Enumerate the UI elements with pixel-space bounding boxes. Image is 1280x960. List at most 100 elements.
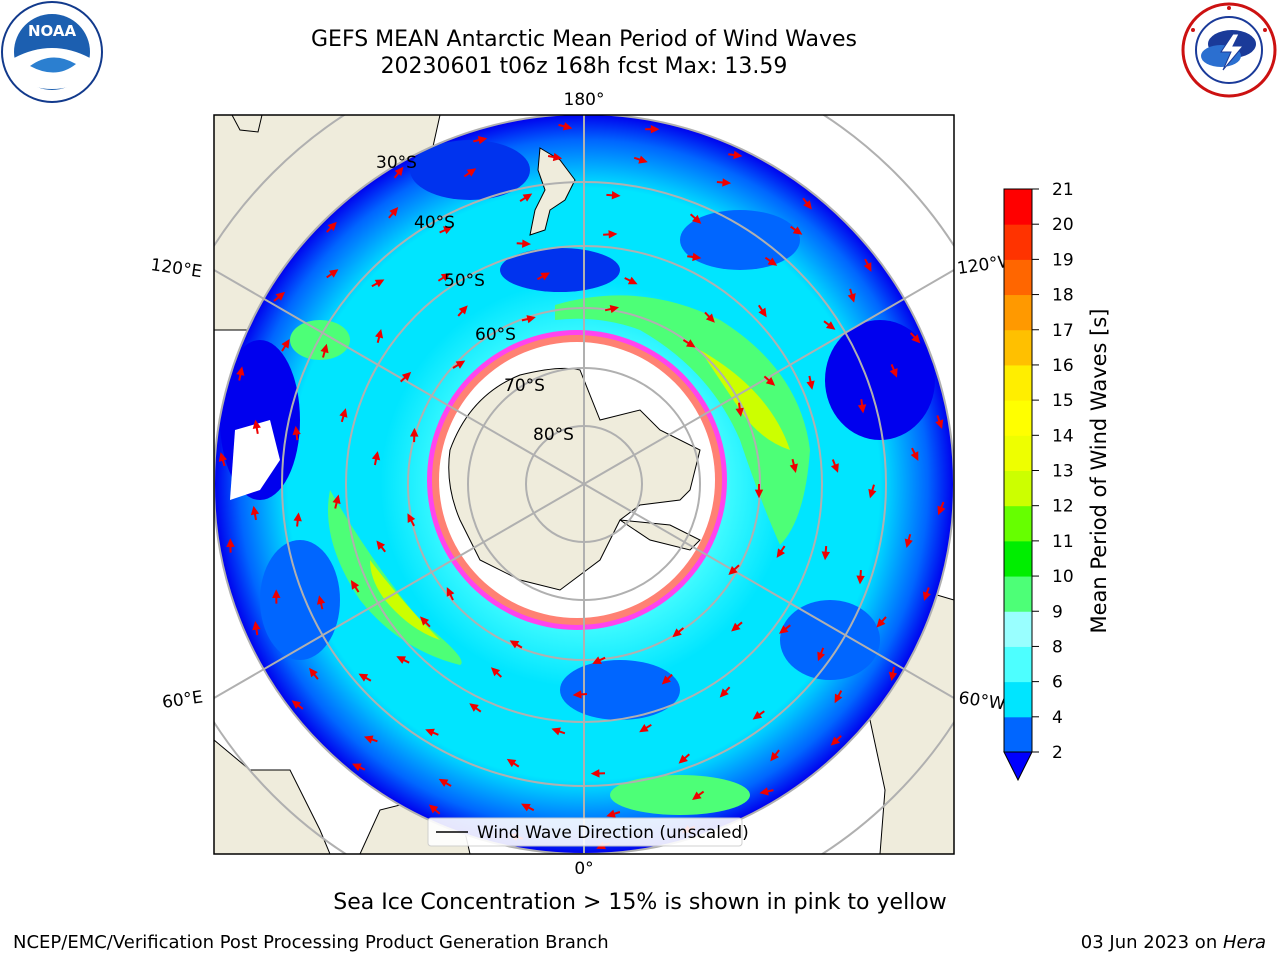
colorbar-tick-label: 11 — [1052, 532, 1074, 552]
colorbar-tick-label: 14 — [1052, 426, 1074, 446]
wind-wave-arrowhead — [438, 778, 449, 787]
wind-wave-arrowhead — [409, 427, 419, 437]
wind-wave-arrows — [218, 122, 946, 850]
wind-wave-arrowhead — [327, 221, 337, 232]
wind-wave-arrowhead — [293, 512, 302, 522]
wind-wave-arrowhead — [562, 122, 573, 131]
wind-wave-arrowhead — [572, 690, 582, 699]
wind-wave-arrowhead — [316, 595, 326, 605]
wind-wave-arrowhead — [477, 136, 488, 145]
legend-label: Wind Wave Direction (unscaled) — [477, 823, 749, 843]
wind-wave-arrowhead — [252, 419, 261, 429]
wind-wave-arrowhead — [889, 368, 898, 378]
wind-wave-arrowhead — [719, 688, 729, 698]
colorbar-title: Mean Period of Wind Waves [s] — [1087, 309, 1111, 634]
wind-wave-arrowhead — [735, 407, 744, 417]
wind-wave-arrowhead — [868, 488, 877, 499]
wind-wave-arrowhead — [691, 214, 702, 224]
colorbar-tick-label: 9 — [1052, 602, 1063, 622]
wind-wave-arrowhead — [692, 791, 702, 801]
wind-wave-arrowhead — [686, 339, 696, 348]
wind-wave-arrowhead — [407, 513, 416, 523]
lat-label-60s: 60°S — [475, 325, 516, 345]
wind-wave-arrowhead — [281, 338, 290, 349]
wind-wave-arrowhead — [856, 575, 865, 585]
colorbar-tick-label: 15 — [1052, 391, 1074, 411]
wind-wave-arrowhead — [803, 200, 812, 210]
colorbar-box — [1004, 611, 1032, 647]
wind-wave-arrowhead — [328, 269, 339, 278]
wind-wave-arrowhead — [611, 191, 621, 200]
wind-wave-arrowhead — [363, 735, 374, 744]
wind-wave-arrowhead — [770, 751, 779, 762]
wind-wave-arrowhead — [526, 315, 536, 324]
wind-wave-arrowhead — [443, 226, 453, 235]
colorbar-tick-label: 18 — [1052, 286, 1074, 306]
wind-wave-arrowhead — [789, 463, 798, 474]
wind-wave-arrowhead — [778, 625, 789, 634]
wind-wave-arrowhead — [428, 804, 439, 814]
wind-wave-arrowhead — [847, 293, 856, 303]
lon-label-180: 180° — [564, 90, 605, 110]
lat-label-40s: 40°S — [414, 213, 455, 233]
wind-wave-arrowhead — [834, 693, 843, 704]
lat-label-70s: 70°S — [504, 376, 545, 396]
land-new-zealand — [529, 147, 576, 236]
colorbar-tick-label: 17 — [1052, 321, 1074, 341]
national-weather-service-logo — [1181, 2, 1277, 98]
lat-label-80s: 80°S — [533, 425, 574, 445]
wind-wave-arrowhead — [490, 667, 501, 677]
wind-wave-arrowhead — [627, 276, 638, 285]
colorbar-box — [1004, 470, 1032, 507]
wind-wave-arrowhead — [309, 667, 318, 678]
map-title: GEFS MEAN Antarctic Mean Period of Wind … — [311, 27, 857, 52]
colorbar-box — [1004, 364, 1032, 401]
wind-wave-arrowhead — [394, 166, 404, 177]
wind-wave-arrowhead — [469, 703, 479, 712]
wind-wave-arrowhead — [389, 207, 399, 217]
colorbar-tick-label: 20 — [1052, 215, 1074, 235]
wind-wave-arrowhead — [592, 656, 602, 664]
wind-wave-arrowhead — [608, 230, 618, 239]
wind-wave-arrowhead — [767, 257, 778, 266]
map-area — [214, 115, 954, 854]
wind-wave-arrowhead — [776, 548, 785, 558]
wind-wave-arrowhead — [218, 452, 227, 462]
colorbar-tick-label: 19 — [1052, 250, 1074, 270]
wind-wave-arrowhead — [358, 673, 369, 682]
wind-wave-arrowhead — [765, 376, 776, 386]
colorbar: 2 4 6 8 9 10 11 12 13 14 15 16 17 18 19 20 21 Mean Perio… — [1003, 180, 1111, 782]
lat-label-50s: 50°S — [444, 271, 485, 291]
wind-wave-arrowhead — [876, 618, 886, 628]
wind-wave-arrowhead — [466, 168, 477, 177]
wind-wave-arrowhead — [722, 178, 732, 187]
colorbar-box — [1004, 540, 1032, 577]
wind-wave-arrowhead — [458, 305, 468, 315]
colorbar-tick-label: 10 — [1052, 567, 1074, 587]
wind-wave-arrowhead — [638, 155, 648, 164]
colorbar-box — [1004, 646, 1032, 683]
footer-date: 03 Jun 2023 on Hera — [1081, 932, 1266, 953]
wind-wave-arrowhead — [606, 809, 616, 818]
map-gridlines — [214, 115, 954, 854]
lon-label-0: 0° — [574, 859, 593, 879]
wind-wave-arrowhead — [375, 328, 384, 339]
wind-wave-arrowhead — [350, 580, 360, 590]
wind-wave-arrowhead — [425, 728, 435, 737]
wind-wave-arrowhead — [396, 656, 407, 664]
colorbar-tick-label: 4 — [1052, 708, 1063, 728]
wind-wave-arrowhead — [446, 587, 455, 597]
footer-date-text: 03 Jun 2023 on — [1080, 932, 1223, 953]
wind-wave-arrowhead — [661, 675, 672, 685]
colorbar-box — [1004, 294, 1032, 331]
wind-wave-arrowhead — [911, 334, 921, 344]
wind-wave-arrowhead — [910, 451, 919, 461]
wind-wave-arrowhead — [226, 538, 235, 548]
wind-wave-arrowhead — [752, 711, 763, 720]
lon-label-60e: 60°E — [161, 687, 204, 712]
wind-wave-arrowhead — [888, 671, 898, 682]
wind-wave-arrowhead — [540, 272, 550, 281]
wind-wave-arrowhead — [522, 193, 533, 202]
wind-wave-arrowhead — [857, 404, 867, 414]
